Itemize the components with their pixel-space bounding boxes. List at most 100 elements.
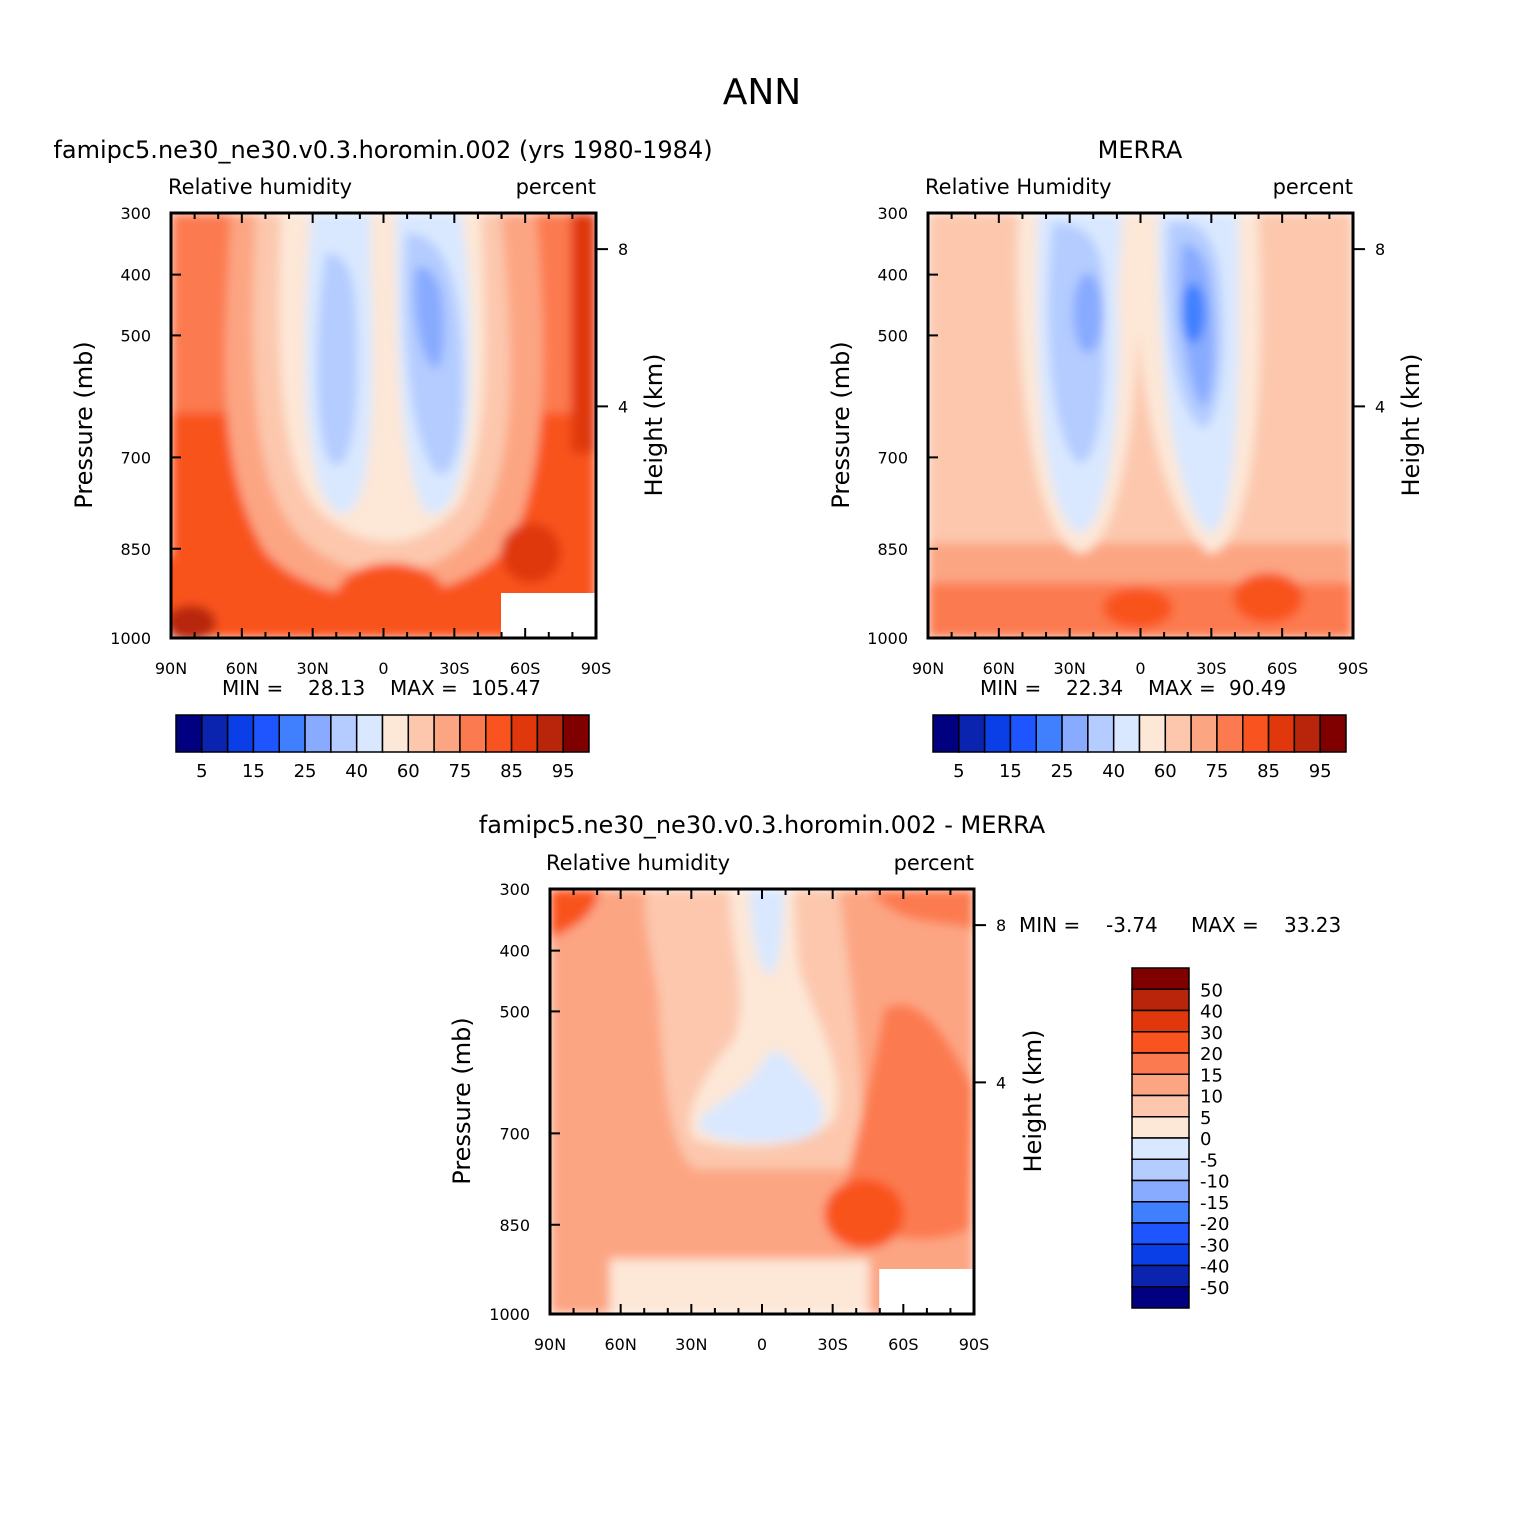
field-region-5 [609, 1259, 870, 1314]
colorbar-label: 5 [196, 761, 207, 782]
x-tick-label: 60S [510, 659, 541, 678]
y-tick-label: 850 [499, 1216, 530, 1235]
field-region-13 [501, 523, 561, 583]
colorbar-swatch [1216, 714, 1244, 753]
y2-tick-label: 8 [1375, 240, 1385, 259]
x-tick-label: 60S [1267, 659, 1298, 678]
colorbar-swatch [1131, 988, 1190, 1012]
y-tick-label: 850 [877, 540, 908, 559]
x-tick-label: 90S [959, 1335, 990, 1354]
field-region-11 [1181, 283, 1205, 343]
colorbar-label: 85 [1257, 761, 1280, 782]
y2-tick-label: 8 [618, 240, 628, 259]
colorbar-label: -30 [1200, 1235, 1229, 1256]
y-tick-label: 400 [877, 266, 908, 285]
panel-obs-colorbar: 5 15 25 40 60 75 85 95 [932, 714, 1347, 782]
panel-obs-max-label: MAX = [1148, 676, 1216, 700]
panel-diff-left-label: Relative humidity [546, 851, 730, 875]
colorbar-swatch [510, 714, 539, 753]
panel-diff-y2label: Height (km) [1019, 1030, 1047, 1173]
y-tick-label: 300 [499, 880, 530, 899]
colorbar-swatch [1267, 714, 1296, 753]
colorbar-swatch [201, 714, 229, 753]
colorbar-swatch [1131, 1286, 1190, 1309]
colorbar-label: 5 [953, 761, 964, 782]
colorbar-label: -40 [1200, 1257, 1229, 1278]
panel-model-ylabel: Pressure (mb) [70, 341, 98, 508]
y-tick-label: 1000 [110, 629, 151, 648]
colorbar-label: -50 [1200, 1278, 1229, 1299]
colorbar-label: 95 [552, 761, 575, 782]
colorbar-swatch [1131, 1116, 1190, 1139]
field-region-13 [1233, 573, 1303, 623]
field-region-3 [749, 889, 785, 974]
panel-model-field [171, 213, 596, 638]
colorbar-swatch [932, 714, 960, 753]
panel-model-min-label: MIN = [222, 676, 283, 700]
y-tick-label: 400 [120, 266, 151, 285]
field-region-10 [414, 266, 445, 369]
x-tick-label: 60N [605, 1335, 637, 1354]
panel-obs-min-label: MIN = [980, 676, 1041, 700]
colorbar-label: -10 [1200, 1172, 1229, 1193]
y-tick-label: 700 [499, 1124, 530, 1143]
x-tick-label: 60N [226, 659, 258, 678]
panel-diff-max-value: 33.23 [1284, 913, 1341, 937]
field-region-9 [824, 1179, 905, 1249]
x-tick-label: 30N [675, 1335, 707, 1354]
colorbar-label: 75 [1205, 761, 1228, 782]
x-tick-label: 30N [1054, 659, 1086, 678]
panel-obs-field [928, 213, 1353, 638]
panel-diff-title: famipc5.ne30_ne30.v0.3.horomin.002 - MER… [479, 811, 1046, 839]
colorbar-label: 85 [500, 761, 523, 782]
colorbar-swatch [407, 714, 435, 753]
colorbar-swatch [1131, 1222, 1190, 1245]
field-region-11 [336, 563, 446, 633]
panel-diff-missing-data [879, 1269, 974, 1314]
panel-model: famipc5.ne30_ne30.v0.3.horomin.002 (yrs … [53, 136, 712, 782]
colorbar-swatch [278, 714, 306, 753]
panel-model-min-value: 28.13 [308, 676, 365, 700]
colorbar-label: 40 [1102, 761, 1125, 782]
colorbar-swatch [226, 714, 255, 753]
colorbar-swatch [1035, 714, 1063, 753]
colorbar-swatch [1131, 1094, 1190, 1118]
colorbar-label: 15 [1200, 1065, 1223, 1086]
colorbar-label: 25 [294, 761, 317, 782]
colorbar-swatch [1087, 714, 1115, 753]
field-region-4 [699, 1050, 824, 1143]
colorbar-swatch [1131, 1031, 1190, 1054]
colorbar-swatch [1190, 714, 1218, 753]
colorbar-swatch [1131, 1158, 1190, 1182]
y2-tick-label: 8 [996, 916, 1006, 935]
panel-diff: famipc5.ne30_ne30.v0.3.horomin.002 - MER… [448, 811, 1341, 1354]
colorbar-swatch [536, 714, 564, 753]
panel-model-y2label: Height (km) [640, 354, 668, 497]
panel-model-right-label: percent [516, 175, 596, 199]
x-tick-label: 30S [439, 659, 470, 678]
colorbar-label: 75 [448, 761, 471, 782]
colorbar-swatch [330, 714, 358, 753]
field-region-8 [550, 889, 600, 939]
colorbar-swatch [1131, 1179, 1190, 1203]
colorbar-swatch [459, 714, 487, 753]
panel-model-left-label: Relative humidity [168, 175, 352, 199]
colorbar-swatch [1131, 967, 1190, 990]
field-region-9 [1073, 273, 1103, 353]
colorbar-swatch [1138, 714, 1167, 753]
colorbar-swatch [1131, 1264, 1190, 1288]
y-tick-label: 700 [120, 448, 151, 467]
panel-diff-min-value: -3.74 [1106, 913, 1158, 937]
panel-obs-max-value: 90.49 [1229, 676, 1286, 700]
colorbar-swatch [1131, 1201, 1190, 1224]
panel-model-missing-data [501, 593, 596, 638]
panel-obs-y2label: Height (km) [1397, 354, 1425, 497]
colorbar-swatch [1112, 714, 1141, 753]
colorbar-swatch [1293, 714, 1321, 753]
colorbar-swatch [485, 714, 513, 753]
y-tick-label: 500 [877, 326, 908, 345]
colorbar-swatch [1319, 714, 1347, 753]
colorbar-swatch [983, 714, 1012, 753]
field-region-8 [317, 253, 358, 466]
